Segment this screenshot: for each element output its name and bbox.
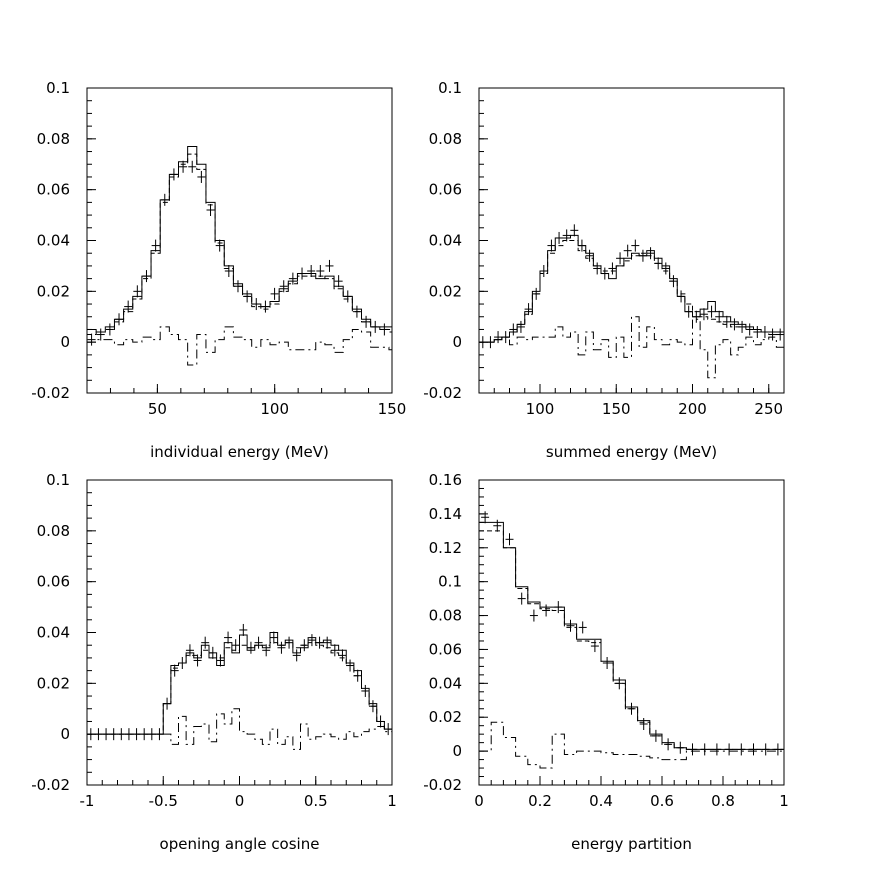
y-tick-label: 0.1 — [438, 79, 462, 97]
x-axis-title: energy partition — [571, 835, 692, 853]
x-axis-title: individual energy (MeV) — [150, 443, 329, 461]
histogram-difference — [87, 326, 392, 366]
histogram-difference — [87, 708, 392, 750]
x-tick-label: 0.6 — [650, 792, 674, 810]
plot-area — [87, 623, 392, 750]
y-tick-label: -0.02 — [31, 776, 70, 794]
y-tick-label: 0.04 — [429, 232, 462, 250]
y-tick-label: 0.1 — [46, 471, 70, 489]
y-tick-label: 0.04 — [37, 624, 70, 642]
y-tick-label: 0.08 — [37, 130, 70, 148]
x-tick-label: 0 — [235, 792, 245, 810]
plot-area — [479, 224, 784, 379]
y-tick-label: -0.02 — [423, 384, 462, 402]
x-axis-title: summed energy (MeV) — [546, 443, 717, 461]
y-tick-label: 0.14 — [429, 505, 462, 523]
x-tick-label: 0 — [474, 792, 484, 810]
y-tick-label: 0 — [452, 742, 462, 760]
y-tick-label: 0.08 — [429, 607, 462, 625]
y-tick-label: 0.06 — [37, 573, 70, 591]
x-tick-label: 100 — [526, 400, 555, 418]
x-tick-label: -0.5 — [149, 792, 178, 810]
y-tick-label: 0.04 — [37, 232, 70, 250]
x-tick-label: 1 — [387, 792, 397, 810]
y-tick-label: 0.1 — [438, 573, 462, 591]
panel-summed-energy: -0.02 0 0.02 0.04 0.06 0.08 0.1 100 150 200 250 sum… — [423, 79, 785, 461]
x-tick-label: 200 — [678, 400, 707, 418]
plot-frame — [86, 87, 393, 394]
x-tick-label: 100 — [260, 400, 289, 418]
histogram-difference — [479, 721, 784, 769]
y-tick-label: 0.02 — [429, 708, 462, 726]
y-tick-label: 0 — [60, 333, 70, 351]
x-tick-label: 0.5 — [304, 792, 328, 810]
x-tick-label: 0.8 — [711, 792, 735, 810]
y-tick-label: 0.08 — [37, 522, 70, 540]
x-tick-label: 0.2 — [528, 792, 552, 810]
plot-area — [87, 145, 392, 366]
x-tick-label: 250 — [754, 400, 783, 418]
histogram-dashed — [479, 240, 784, 343]
y-tick-label: 0 — [452, 333, 462, 351]
y-tick-label: 0.06 — [37, 181, 70, 199]
plot-frame — [478, 479, 785, 786]
x-tick-label: 150 — [602, 400, 631, 418]
y-tick-label: 0.16 — [429, 471, 462, 489]
panel-individual-energy: -0.02 0 0.02 0.04 0.06 0.08 0.1 50 100 150 individ… — [31, 79, 406, 461]
histogram-dashed — [479, 530, 784, 750]
y-tick-label: 0 — [60, 725, 70, 743]
y-tick-label: 0.02 — [429, 282, 462, 300]
x-tick-label: -1 — [80, 792, 95, 810]
x-tick-label: 50 — [148, 400, 167, 418]
y-tick-label: 0.06 — [429, 640, 462, 658]
y-tick-label: -0.02 — [31, 384, 70, 402]
y-tick-label: 0.02 — [37, 282, 70, 300]
histogram-dashed — [87, 153, 392, 336]
histogram-solid — [87, 145, 392, 333]
x-tick-label: 150 — [378, 400, 407, 418]
y-tick-label: 0.12 — [429, 539, 462, 557]
y-tick-label: 0.1 — [46, 79, 70, 97]
y-tick-label: 0.08 — [429, 130, 462, 148]
x-tick-label: 0.4 — [589, 792, 613, 810]
y-tick-label: 0.06 — [429, 181, 462, 199]
panel-opening-angle-cosine: -0.02 0 0.02 0.04 0.06 0.08 0.1 -1 -0.5 0 0.5 1 open… — [31, 471, 397, 853]
x-tick-label: 1 — [779, 792, 789, 810]
y-tick-label: 0.04 — [429, 674, 462, 692]
plot-area — [479, 511, 784, 769]
x-axis-title: opening angle cosine — [160, 835, 320, 853]
y-tick-label: -0.02 — [423, 776, 462, 794]
histogram-dashed — [87, 642, 392, 735]
histogram-difference — [479, 316, 784, 379]
panel-energy-partition: -0.02 0 0.02 0.04 0.06 0.08 0.1 0.12 0.14 0.16 0 0.… — [423, 471, 789, 853]
histogram-solid — [479, 521, 784, 750]
y-tick-label: 0.02 — [37, 674, 70, 692]
